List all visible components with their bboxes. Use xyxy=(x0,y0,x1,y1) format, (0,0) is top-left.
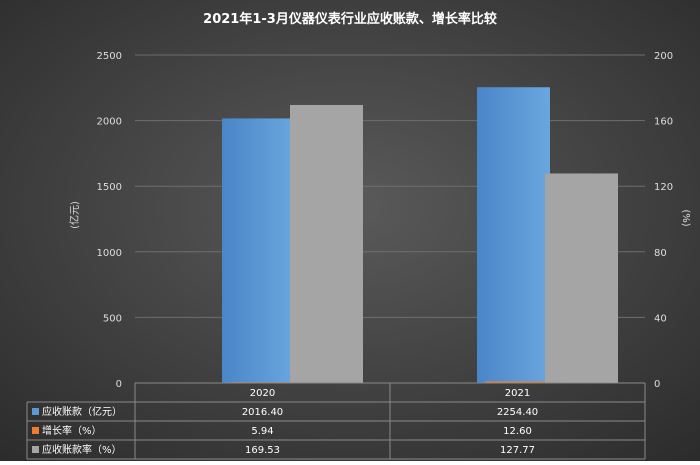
y-tick-right: 0 xyxy=(654,379,660,390)
y-tick-left: 0 xyxy=(116,379,122,390)
y-tick-left: 1500 xyxy=(97,182,122,193)
legend-swatch xyxy=(32,408,39,415)
legend-label: 应收账款（亿元） xyxy=(42,405,122,418)
y-tick-left: 2000 xyxy=(97,117,122,128)
data-label: 2016.40 xyxy=(242,407,283,418)
bar-2-2021 xyxy=(545,173,618,383)
y-tick-left: 500 xyxy=(103,313,122,324)
data-label: 12.60 xyxy=(503,426,532,437)
data-label: 127.77 xyxy=(500,445,535,456)
bars xyxy=(222,87,618,384)
y-axis-right-label: (%) xyxy=(680,209,691,226)
y-tick-right: 120 xyxy=(654,182,673,193)
data-label: 5.94 xyxy=(251,426,273,437)
y-tick-left: 2500 xyxy=(97,51,122,62)
y-tick-right: 40 xyxy=(654,313,667,324)
x-tick-label: 2020 xyxy=(250,388,275,399)
bar-1-2021 xyxy=(485,381,558,383)
bar-0-2020 xyxy=(222,118,295,384)
data-table: 2020 2021 应收账款（亿元） 2016.40 2254.40 增长率（%） 5.94… xyxy=(26,382,646,460)
bar-2-2020 xyxy=(290,104,363,384)
legend-swatch xyxy=(32,446,39,453)
bar-0-2021 xyxy=(477,87,550,383)
y-tick-right: 160 xyxy=(654,117,673,128)
axis-ticks: 0 500 1000 1500 2000 2500 0 40 80 120 160 200 xyxy=(97,51,674,390)
chart-title: 2021年1-3月仪器仪表行业应收账款、增长率比较 xyxy=(203,11,497,27)
y-tick-right: 200 xyxy=(654,51,673,62)
y-axis-left-label: (亿元) xyxy=(68,201,81,229)
y-tick-left: 1000 xyxy=(97,248,122,259)
legend-label: 应收账款率（%） xyxy=(42,443,122,456)
data-label: 2254.40 xyxy=(497,407,538,418)
x-tick-label: 2021 xyxy=(505,388,530,399)
data-label: 169.53 xyxy=(245,445,280,456)
legend-label: 增长率（%） xyxy=(42,424,102,437)
y-tick-right: 80 xyxy=(654,248,667,259)
legend-swatch xyxy=(32,427,39,434)
